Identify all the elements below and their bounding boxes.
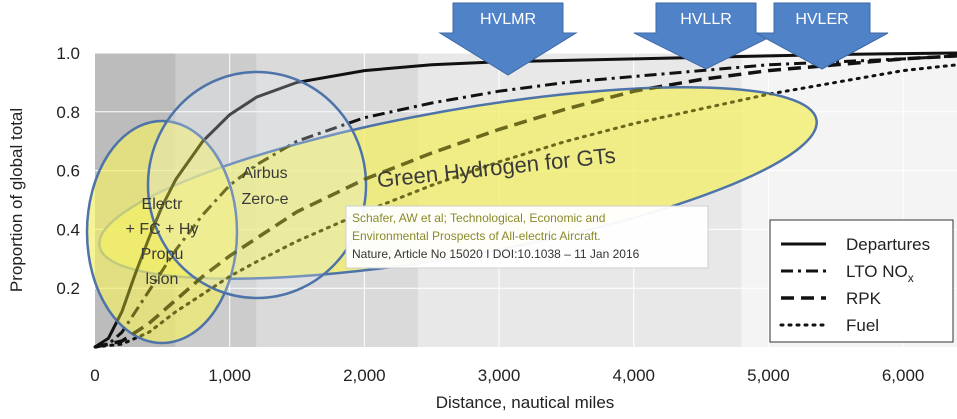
legend-label: Fuel [846, 316, 879, 335]
range-arrow-label: HVLLR [680, 11, 732, 28]
y-tick-label: 0.6 [56, 162, 80, 181]
citation-line: Nature, Article No 15020 I DOI:10.1038 –… [352, 247, 640, 261]
legend-label: Departures [846, 235, 930, 254]
y-tick-label: 0.8 [56, 103, 80, 122]
y-tick-label: 0.4 [56, 220, 80, 239]
y-tick-label: 0.2 [56, 279, 80, 298]
citation-line: Environmental Prospects of All-electric … [352, 229, 601, 243]
x-axis-title: Distance, nautical miles [436, 393, 615, 412]
electric-label-line: + FC + Hy [126, 221, 199, 238]
airbus-label-line: Zero-e [241, 191, 288, 208]
legend-subscript: x [908, 271, 914, 285]
x-tick-label: 2,000 [343, 366, 386, 385]
y-axis-title: Proportion of global total [7, 108, 26, 292]
electric-label-line: lsion [146, 271, 179, 288]
range-arrow-label: HVLMR [480, 11, 536, 28]
x-tick-label: 0 [90, 366, 99, 385]
x-tick-label: 4,000 [612, 366, 655, 385]
citation-line: Schafer, AW et al; Technological, Econom… [352, 211, 605, 225]
x-tick-label: 1,000 [208, 366, 251, 385]
range-arrow-label: HVLER [795, 11, 848, 28]
x-tick-label: 5,000 [747, 366, 790, 385]
x-tick-label: 6,000 [882, 366, 925, 385]
electric-label-line: Propu [141, 246, 184, 263]
airbus-ellipse [148, 72, 366, 298]
x-tick-label: 3,000 [478, 366, 521, 385]
legend-label: RPK [846, 289, 882, 308]
y-tick-label: 1.0 [56, 44, 80, 63]
airbus-label-line: Airbus [242, 165, 287, 182]
electric-label-line: Electr [142, 196, 184, 213]
